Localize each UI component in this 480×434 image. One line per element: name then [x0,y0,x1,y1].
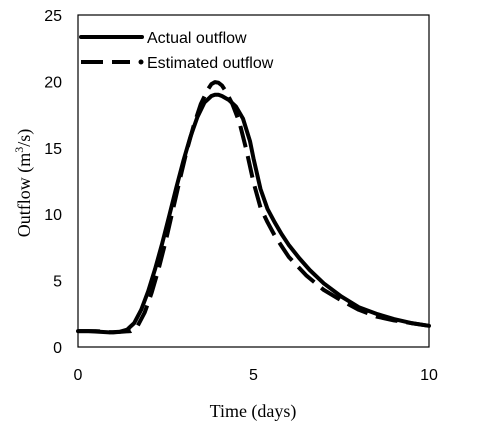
series-line-estimated [78,80,430,335]
y-tick-label: 20 [44,74,62,91]
y-axis-title-suffix: /s) [14,129,35,147]
y-tick-label: 25 [44,8,62,25]
legend-label-estimated: Estimated outflow [147,55,274,72]
ticks-layer: 0 5 10 15 20 25 0 5 10 [44,8,438,384]
series-line-actual [76,92,431,335]
series-layer [76,80,431,335]
y-axis-title-prefix: Outflow (m [14,153,35,238]
y-tick-label: 10 [44,207,62,224]
legend-swatch-dot-estimated [138,59,144,65]
y-axis-title: Outflow (m3/s) [12,129,35,238]
y-tick-label: 15 [44,141,62,158]
x-tick-label: 10 [420,367,438,384]
legend-label-actual: Actual outflow [147,30,247,47]
x-tick-label: 5 [249,367,258,384]
y-tick-label: 0 [53,340,62,357]
x-tick-label: 0 [74,367,83,384]
y-tick-label: 5 [53,274,62,291]
y-axis-title-superscript: 3 [12,147,26,153]
plot-frame [77,14,430,348]
x-axis-title: Time (days) [210,401,297,422]
legend: Actual outflow Estimated outflow [79,30,274,72]
